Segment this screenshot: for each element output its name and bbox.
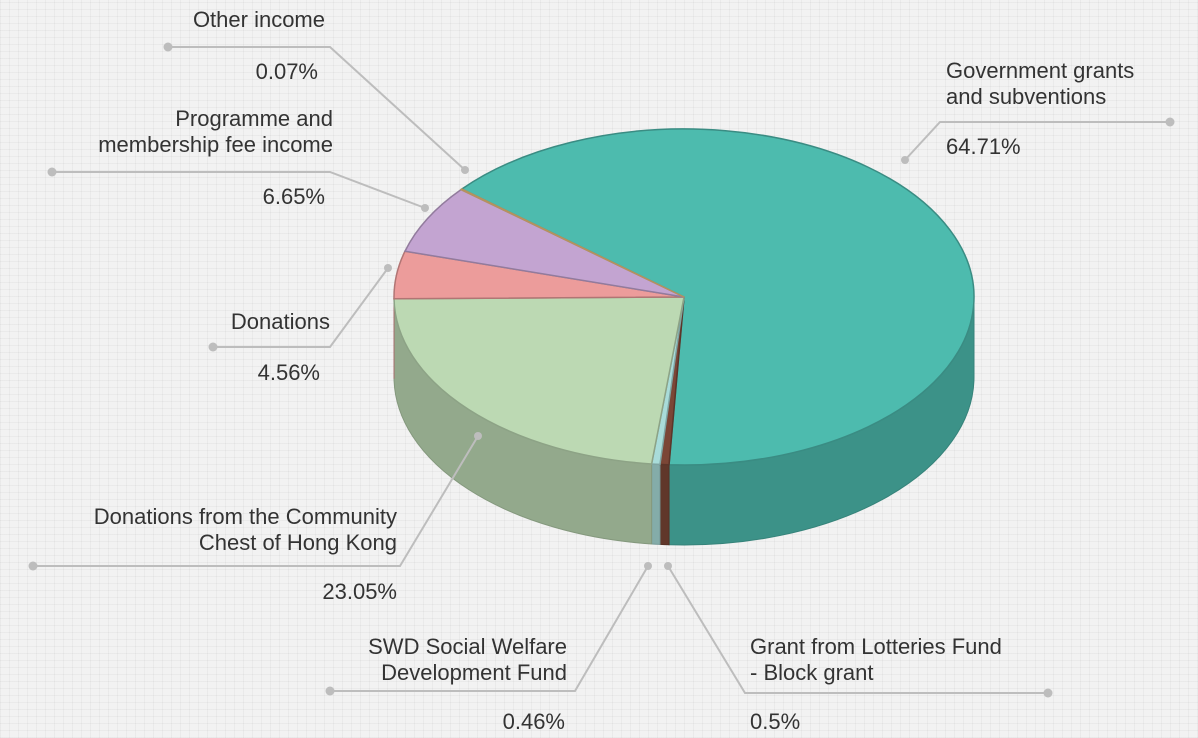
leader-dot (461, 166, 469, 174)
slice (403, 188, 685, 298)
slice-side (659, 463, 670, 546)
leader-line (213, 267, 389, 348)
leader-dot (208, 342, 218, 352)
leader-dot (901, 156, 909, 164)
slice-label: Grant from Lotteries Fund - Block grant (750, 634, 1002, 685)
leader-dot (421, 204, 429, 212)
leader-line (904, 121, 1170, 161)
leader-dot (47, 167, 57, 177)
slice-side (651, 463, 661, 545)
leader-line (52, 171, 426, 209)
value-label: 64.71% (946, 134, 1021, 159)
slice-label: Programme and membership fee income (98, 106, 333, 157)
leader-dot (163, 42, 173, 52)
slice (393, 296, 685, 465)
leader-dot (1043, 688, 1053, 698)
leader-line (667, 565, 1048, 694)
slice-label: SWD Social Welfare Development Fund (368, 634, 567, 685)
leader-dot (384, 264, 392, 272)
leader-line (168, 46, 466, 171)
leader-dot (28, 561, 38, 571)
slice-label: Government grants and subventions (946, 58, 1135, 109)
value-label: 6.65% (262, 184, 325, 209)
value-label: 0.07% (255, 59, 318, 84)
value-label: 23.05% (322, 579, 397, 604)
leader-dot (325, 686, 335, 696)
leader-line (33, 435, 479, 567)
leader-line (330, 565, 649, 692)
value-label: 0.5% (750, 709, 801, 734)
leader-dot (474, 432, 482, 440)
value-label: 4.56% (257, 360, 320, 385)
value-label: 0.46% (502, 709, 565, 734)
slice-label: Other income (192, 7, 325, 32)
leader-dot (644, 562, 652, 570)
slice-label: Donations from the Community Chest of Ho… (93, 504, 397, 555)
slice (460, 128, 975, 466)
slice-label: Donations (230, 309, 330, 334)
leader-dot (1165, 117, 1175, 127)
leader-dot (664, 562, 672, 570)
slice (459, 188, 685, 298)
